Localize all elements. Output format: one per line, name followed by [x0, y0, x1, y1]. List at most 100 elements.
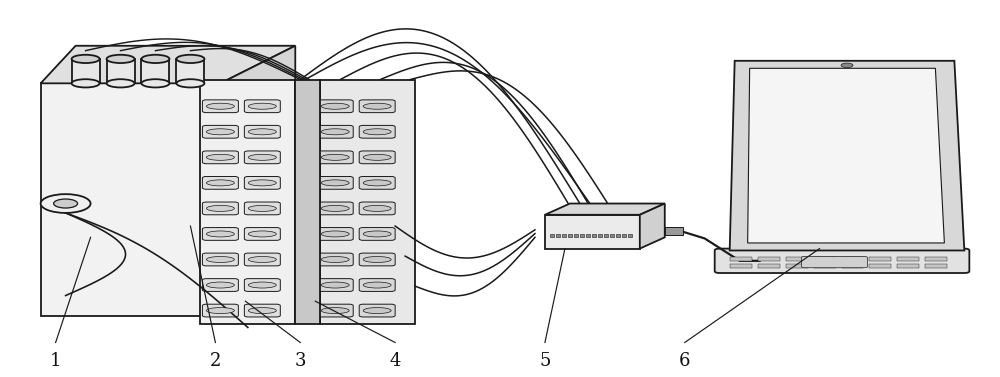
Bar: [665, 227, 683, 235]
Bar: [925, 264, 947, 268]
Bar: [320, 80, 415, 324]
FancyBboxPatch shape: [202, 304, 238, 317]
Ellipse shape: [206, 103, 234, 109]
Text: 6: 6: [679, 352, 690, 370]
Ellipse shape: [363, 308, 391, 314]
Polygon shape: [640, 204, 665, 248]
FancyBboxPatch shape: [317, 100, 353, 113]
Bar: [592, 234, 596, 237]
Ellipse shape: [206, 282, 234, 288]
Ellipse shape: [321, 308, 349, 314]
Ellipse shape: [107, 55, 135, 63]
Bar: [786, 264, 808, 268]
Bar: [176, 59, 204, 83]
Ellipse shape: [176, 55, 204, 63]
Bar: [141, 59, 169, 83]
Bar: [842, 264, 863, 268]
Ellipse shape: [363, 205, 391, 211]
Ellipse shape: [206, 154, 234, 160]
Ellipse shape: [176, 79, 204, 87]
Bar: [897, 264, 919, 268]
FancyBboxPatch shape: [244, 202, 280, 215]
Circle shape: [54, 199, 78, 208]
Bar: [616, 234, 620, 237]
Polygon shape: [730, 61, 964, 250]
FancyBboxPatch shape: [359, 176, 395, 189]
Ellipse shape: [206, 205, 234, 211]
Ellipse shape: [363, 256, 391, 262]
Bar: [604, 234, 608, 237]
Ellipse shape: [321, 154, 349, 160]
FancyBboxPatch shape: [202, 151, 238, 164]
Text: 4: 4: [389, 352, 401, 370]
Bar: [814, 257, 836, 261]
Bar: [869, 264, 891, 268]
Ellipse shape: [321, 103, 349, 109]
Ellipse shape: [248, 205, 276, 211]
FancyBboxPatch shape: [244, 279, 280, 291]
FancyBboxPatch shape: [359, 304, 395, 317]
FancyBboxPatch shape: [317, 253, 353, 266]
Text: 3: 3: [295, 352, 306, 370]
FancyBboxPatch shape: [244, 126, 280, 138]
Ellipse shape: [363, 129, 391, 135]
Ellipse shape: [141, 55, 169, 63]
FancyBboxPatch shape: [244, 228, 280, 240]
Text: 2: 2: [210, 352, 221, 370]
Bar: [628, 234, 632, 237]
FancyBboxPatch shape: [317, 151, 353, 164]
Text: 1: 1: [50, 352, 61, 370]
Bar: [842, 257, 863, 261]
FancyBboxPatch shape: [317, 304, 353, 317]
FancyBboxPatch shape: [244, 151, 280, 164]
Bar: [610, 234, 614, 237]
Bar: [598, 234, 602, 237]
Polygon shape: [41, 46, 295, 83]
Polygon shape: [41, 83, 220, 316]
Bar: [814, 264, 836, 268]
Bar: [107, 59, 135, 83]
Ellipse shape: [248, 129, 276, 135]
Bar: [758, 257, 780, 261]
FancyBboxPatch shape: [359, 151, 395, 164]
Ellipse shape: [206, 129, 234, 135]
FancyBboxPatch shape: [715, 248, 969, 273]
Text: 5: 5: [539, 352, 551, 370]
Ellipse shape: [321, 205, 349, 211]
Bar: [200, 80, 295, 324]
FancyBboxPatch shape: [317, 228, 353, 240]
Ellipse shape: [321, 180, 349, 186]
Ellipse shape: [363, 154, 391, 160]
Ellipse shape: [363, 282, 391, 288]
Ellipse shape: [321, 282, 349, 288]
Bar: [545, 215, 640, 248]
FancyBboxPatch shape: [359, 202, 395, 215]
Ellipse shape: [321, 231, 349, 237]
FancyBboxPatch shape: [202, 100, 238, 113]
Ellipse shape: [248, 231, 276, 237]
FancyBboxPatch shape: [244, 100, 280, 113]
Ellipse shape: [248, 180, 276, 186]
Bar: [730, 257, 752, 261]
Bar: [869, 257, 891, 261]
Ellipse shape: [206, 180, 234, 186]
Ellipse shape: [321, 256, 349, 262]
FancyBboxPatch shape: [202, 279, 238, 291]
Ellipse shape: [248, 256, 276, 262]
FancyBboxPatch shape: [202, 228, 238, 240]
FancyBboxPatch shape: [244, 304, 280, 317]
Ellipse shape: [72, 55, 100, 63]
FancyBboxPatch shape: [359, 279, 395, 291]
FancyBboxPatch shape: [202, 126, 238, 138]
FancyBboxPatch shape: [359, 228, 395, 240]
Ellipse shape: [363, 103, 391, 109]
Ellipse shape: [363, 180, 391, 186]
Bar: [72, 59, 100, 83]
FancyBboxPatch shape: [359, 126, 395, 138]
FancyBboxPatch shape: [359, 253, 395, 266]
Bar: [556, 234, 560, 237]
Ellipse shape: [363, 231, 391, 237]
Bar: [580, 234, 584, 237]
Bar: [925, 257, 947, 261]
Bar: [730, 264, 752, 268]
